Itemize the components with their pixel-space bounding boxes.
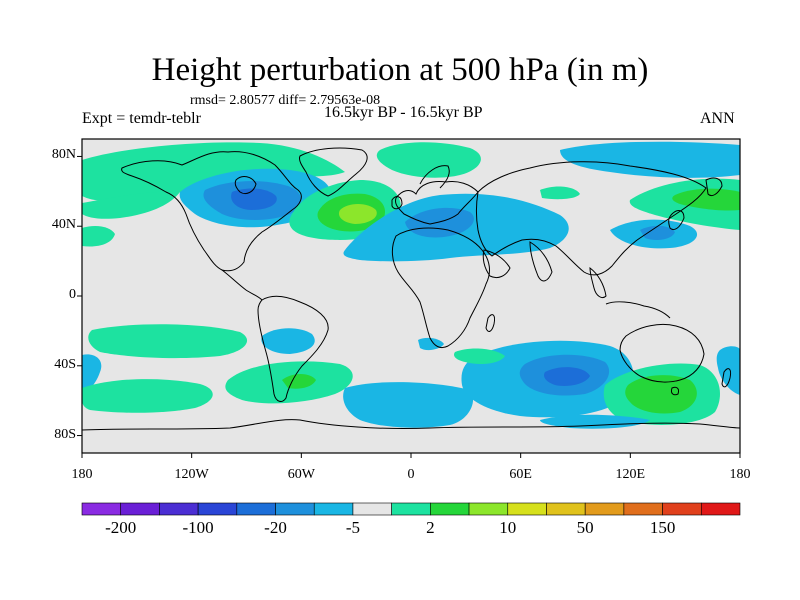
coast-se-asia — [589, 266, 607, 299]
coast-greenland — [299, 147, 368, 197]
coast-japan — [668, 210, 685, 231]
coast-hudson-bay — [234, 176, 257, 195]
colorbar-label: -200 — [105, 518, 137, 537]
contour-sio-west-teal — [454, 348, 505, 364]
contour-spac-east-lightblue — [716, 346, 740, 395]
colorbar-box — [275, 502, 315, 516]
colorbar-label: 150 — [649, 518, 676, 537]
coast-africa — [391, 227, 490, 349]
lon-label: 120E — [615, 467, 646, 482]
coast-madagascar — [485, 314, 495, 332]
coast-antarctica — [82, 419, 740, 431]
lat-label: 0 — [69, 287, 76, 302]
stats-text: rmsd= 2.80577 diff= 2.79563e-08 — [190, 93, 381, 108]
contour-spac-lightblue-west — [82, 354, 102, 394]
coast-new-zealand — [721, 368, 731, 388]
coast-north-america — [121, 151, 302, 272]
colorbar-box — [81, 502, 122, 516]
contour-aus-green — [625, 375, 697, 414]
contour-so-teal-west — [82, 379, 213, 413]
colorbar-box — [430, 502, 470, 516]
coast-south-america — [257, 295, 329, 402]
colorbar-label: -100 — [182, 518, 214, 537]
contour-fields — [82, 141, 740, 429]
contour-siberia-teal — [540, 186, 580, 200]
colorbar-box — [584, 502, 625, 516]
lat-label: 40N — [51, 217, 76, 233]
contour-greenland-teal — [376, 142, 481, 178]
lat-label: 80S — [54, 426, 76, 442]
coast-india — [529, 241, 553, 282]
colorbar-box — [700, 502, 741, 516]
period-label: 16.5kyr BP - 16.5kyr BP — [324, 104, 483, 121]
contour-antarctic-lightblue — [540, 414, 650, 429]
colorbar-box — [507, 502, 547, 516]
lon-ticks — [81, 453, 741, 458]
contour-spac-teal — [88, 324, 248, 359]
plot-title: Height perturbation at 500 hPa (in m) — [151, 52, 649, 88]
contour-arctic-teal — [82, 142, 345, 201]
colorbar-box — [623, 502, 663, 516]
colorbar-box — [352, 502, 392, 516]
colorbar-box — [159, 502, 199, 516]
colorbar-label: -20 — [264, 518, 287, 537]
colorbar-boxes — [81, 502, 741, 516]
lat-ticks — [77, 155, 82, 437]
contour-npac-west-teal — [82, 226, 115, 247]
coast-asia — [476, 161, 707, 276]
colorbar-box — [468, 502, 509, 516]
coast-arabia — [482, 249, 511, 279]
colorbar-label: 50 — [576, 518, 594, 537]
contour-sam-lightblue — [261, 328, 315, 354]
colorbar-label: 10 — [499, 518, 517, 537]
coast-british-isles — [391, 196, 403, 210]
contour-npac-teal — [82, 191, 180, 219]
colorbar-label: 2 — [426, 518, 435, 537]
contour-asia-lightblue — [560, 141, 740, 178]
coast-europe — [395, 181, 479, 225]
coast-indonesia — [605, 301, 671, 319]
colorbar-box — [662, 502, 702, 516]
experiment-label: Expt = temdr-teblr — [82, 110, 201, 127]
colorbar-label: -5 — [345, 518, 361, 537]
season-label: ANN — [700, 110, 735, 127]
contour-japan-midblue — [640, 225, 675, 240]
colorbar-box — [313, 502, 354, 516]
contour-natl-yellowgreen — [338, 204, 377, 224]
colorbar-box — [391, 502, 431, 516]
lon-label: 120W — [174, 467, 209, 482]
contour-sio-darkblue — [544, 367, 590, 386]
colorbar-box — [120, 502, 160, 516]
coastlines — [82, 147, 740, 431]
contour-satl-lightblue — [343, 382, 474, 428]
lon-label: 0 — [407, 467, 415, 482]
coast-scandinavia — [419, 165, 450, 189]
coast-tasmania — [671, 386, 679, 396]
colorbar-box — [197, 502, 238, 516]
contour-canada-darkblue — [231, 188, 277, 210]
lat-label: 40S — [54, 356, 76, 372]
colorbar-box — [546, 502, 586, 516]
colorbar-box — [236, 502, 276, 516]
lon-label: 60E — [509, 467, 532, 482]
lat-label: 80N — [51, 147, 76, 163]
lon-label: 180 — [729, 467, 751, 482]
lon-label: 180 — [71, 467, 93, 482]
coast-kamchatka — [705, 177, 723, 197]
coast-australia — [619, 323, 705, 383]
lon-label: 60W — [287, 467, 315, 482]
coast-central-america — [221, 269, 263, 301]
